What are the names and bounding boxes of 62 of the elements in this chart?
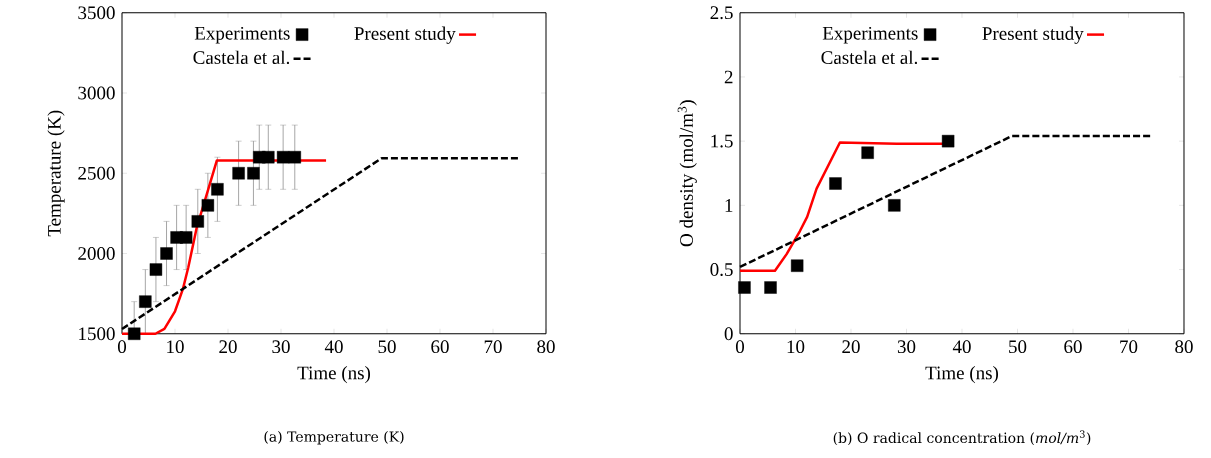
point <box>247 167 260 180</box>
point <box>941 135 955 148</box>
line-series <box>120 159 328 336</box>
x-tick-label: 40 <box>324 340 343 354</box>
y-tick-label: 0.5 <box>710 263 733 277</box>
y-tick-label: 3000 <box>78 86 115 100</box>
y-tick-label: 1500 <box>79 327 115 341</box>
point <box>738 281 751 294</box>
point <box>232 167 245 180</box>
legend-label: Castela et al. <box>821 50 918 65</box>
x-tick-label: 40 <box>952 340 971 354</box>
point <box>888 199 901 212</box>
y-tick-label: 2 <box>724 70 733 84</box>
y-tick-label: 2500 <box>78 166 115 180</box>
legend-label: Present study <box>982 26 1084 44</box>
x-tick-label: 80 <box>537 340 555 354</box>
point <box>829 177 842 190</box>
x-tick-label: 30 <box>272 340 290 354</box>
point <box>160 247 173 260</box>
y-axis-title: Temperature (K) <box>47 110 65 237</box>
point <box>139 295 152 308</box>
x-tick-label: 20 <box>219 340 237 354</box>
x-axis-title: Time (ns) <box>297 366 371 384</box>
y-tick-label: 2.5 <box>710 6 733 20</box>
y-tick-label: 3500 <box>78 6 115 20</box>
y-tick-label: 0 <box>724 327 733 341</box>
point <box>764 281 777 294</box>
y-tick-label: 1.5 <box>711 134 733 148</box>
point <box>276 151 290 164</box>
text: (a) Temperature (K) <box>264 431 404 445</box>
point <box>201 199 215 212</box>
point <box>211 183 224 196</box>
x-tick-label: 30 <box>897 340 916 354</box>
x-tick-label: 20 <box>842 340 860 354</box>
y-tick-label: 2000 <box>78 247 115 261</box>
point <box>179 231 193 244</box>
point <box>127 327 141 341</box>
point <box>288 151 301 164</box>
x-axis-title: Time (ns) <box>925 366 999 384</box>
text: (b) O radical concentration (mol/m$^{3}$) <box>833 430 1091 446</box>
point <box>191 215 204 228</box>
y-axis-title: O density (mol/m$^{3}$) <box>677 100 697 247</box>
legend-label: Castela et al. <box>193 50 290 65</box>
x-tick-label: 60 <box>1064 340 1082 354</box>
x-tick-label: 80 <box>1175 340 1193 354</box>
point <box>149 263 163 276</box>
x-tick-label: 50 <box>378 340 396 354</box>
x-tick-label: 10 <box>787 340 805 354</box>
legend-label: Experiments <box>822 27 918 44</box>
legend-label: Present study <box>354 26 456 44</box>
point <box>262 151 275 164</box>
x-tick-label: 0 <box>735 340 745 354</box>
y-tick-label: 1 <box>725 199 733 212</box>
x-tick-label: 0 <box>117 340 127 354</box>
x-tick-label: 60 <box>431 340 449 354</box>
point <box>790 259 804 273</box>
legend-label: Experiments <box>194 27 290 44</box>
x-tick-label: 50 <box>1009 340 1027 354</box>
x-tick-label: 70 <box>484 340 502 354</box>
point <box>861 146 874 160</box>
x-tick-label: 70 <box>1120 340 1138 354</box>
x-tick-label: 10 <box>167 340 184 354</box>
